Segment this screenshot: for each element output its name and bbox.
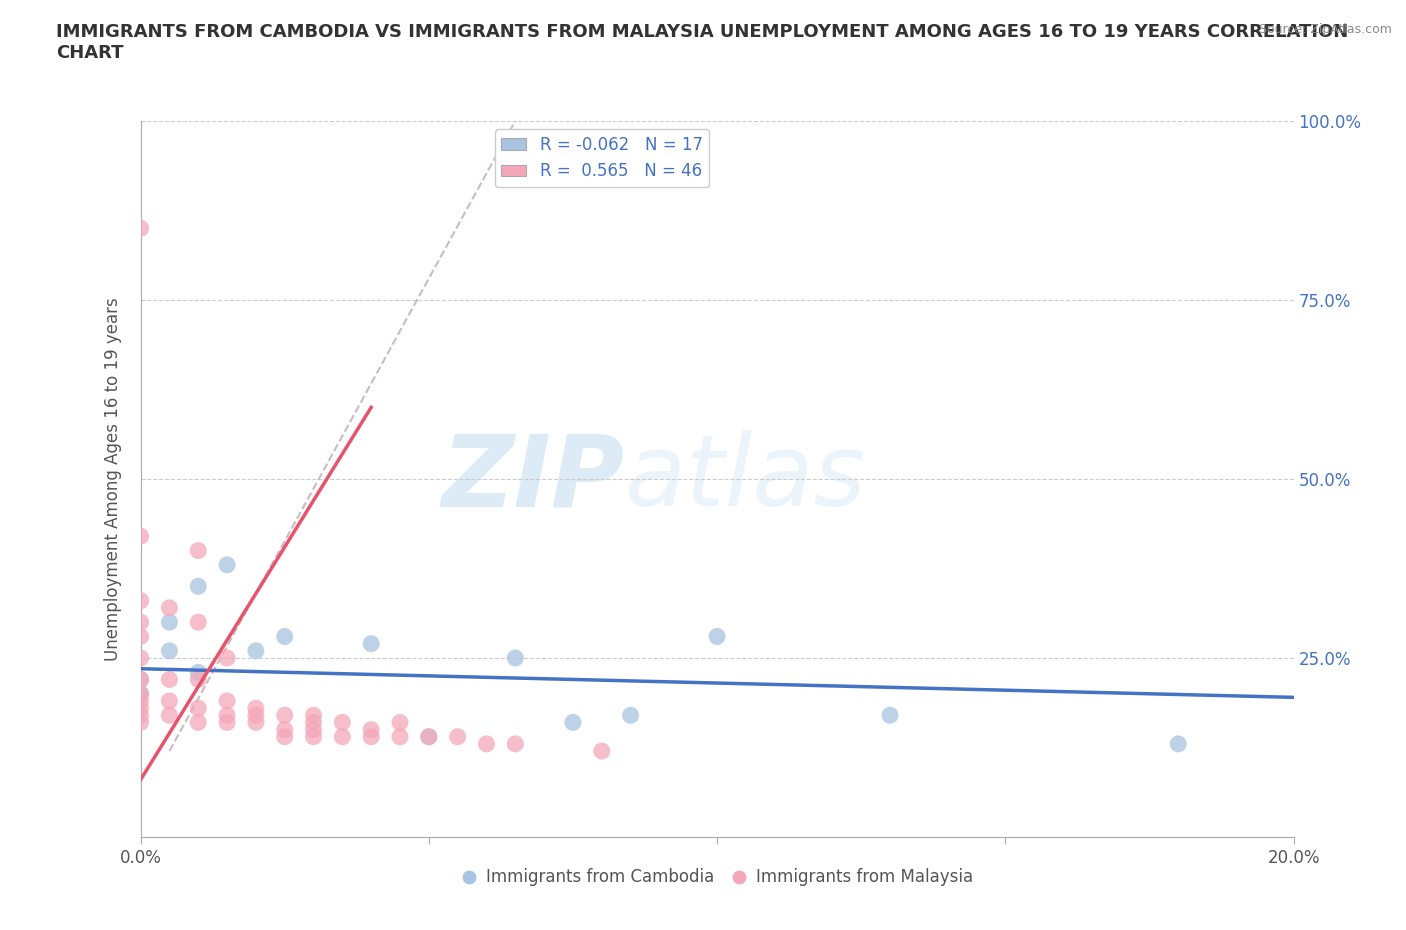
Point <box>302 722 325 737</box>
Point <box>418 729 440 744</box>
Point <box>217 715 239 730</box>
Point <box>159 708 180 723</box>
Legend: Immigrants from Cambodia, Immigrants from Malaysia: Immigrants from Cambodia, Immigrants fro… <box>454 862 980 893</box>
Point <box>129 593 152 608</box>
Point <box>503 651 526 666</box>
Point <box>274 729 297 744</box>
Point <box>332 729 354 744</box>
Point <box>187 543 209 558</box>
Point <box>619 708 641 723</box>
Point <box>302 715 325 730</box>
Point <box>245 644 267 658</box>
Point <box>187 715 209 730</box>
Point <box>217 694 239 709</box>
Point <box>245 700 267 715</box>
Point <box>475 737 498 751</box>
Point <box>332 715 354 730</box>
Y-axis label: Unemployment Among Ages 16 to 19 years: Unemployment Among Ages 16 to 19 years <box>104 297 122 661</box>
Point <box>187 672 209 687</box>
Point <box>217 557 239 572</box>
Point <box>418 729 440 744</box>
Point <box>360 729 382 744</box>
Point <box>591 744 613 759</box>
Point <box>302 708 325 723</box>
Text: IMMIGRANTS FROM CAMBODIA VS IMMIGRANTS FROM MALAYSIA UNEMPLOYMENT AMONG AGES 16 : IMMIGRANTS FROM CAMBODIA VS IMMIGRANTS F… <box>56 23 1348 62</box>
Point <box>245 715 267 730</box>
Point <box>187 578 209 594</box>
Point <box>360 722 382 737</box>
Point <box>129 700 152 715</box>
Point <box>129 221 152 236</box>
Point <box>447 729 470 744</box>
Point <box>129 715 152 730</box>
Point <box>129 672 152 687</box>
Point <box>129 686 152 701</box>
Text: ZIP: ZIP <box>441 431 624 527</box>
Point <box>274 629 297 644</box>
Point <box>388 715 411 730</box>
Point <box>159 644 180 658</box>
Point <box>706 629 728 644</box>
Point <box>129 615 152 630</box>
Point <box>187 700 209 715</box>
Point <box>129 694 152 709</box>
Point <box>159 601 180 616</box>
Point <box>129 686 152 701</box>
Point <box>360 636 382 651</box>
Point <box>274 708 297 723</box>
Point <box>1167 737 1189 751</box>
Point <box>503 737 526 751</box>
Point <box>159 615 180 630</box>
Point <box>159 694 180 709</box>
Point <box>217 708 239 723</box>
Point <box>217 651 239 666</box>
Text: Source: ZipAtlas.com: Source: ZipAtlas.com <box>1258 23 1392 36</box>
Point <box>388 729 411 744</box>
Point <box>274 722 297 737</box>
Point <box>302 729 325 744</box>
Point <box>159 672 180 687</box>
Point <box>129 708 152 723</box>
Point <box>129 529 152 544</box>
Point <box>245 708 267 723</box>
Point <box>562 715 585 730</box>
Point <box>187 615 209 630</box>
Point <box>129 651 152 666</box>
Point <box>187 665 209 680</box>
Point <box>129 672 152 687</box>
Point <box>879 708 901 723</box>
Point <box>129 629 152 644</box>
Text: atlas: atlas <box>624 431 866 527</box>
